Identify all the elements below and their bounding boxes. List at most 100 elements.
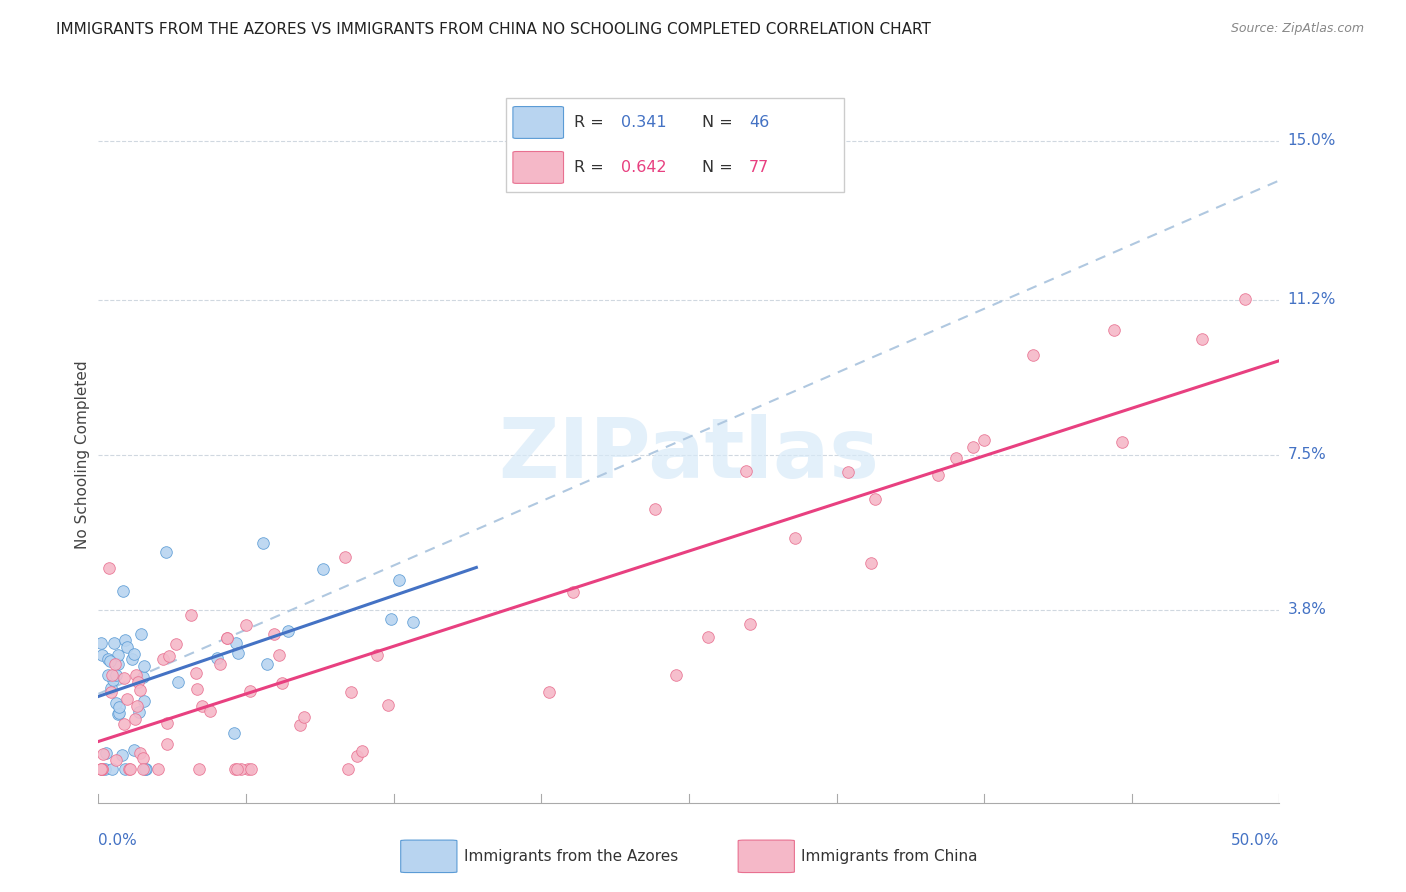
Point [256, 657, 278, 672]
Point [121, 652, 143, 666]
Point [252, 536, 274, 550]
Point [217, 631, 239, 645]
Text: R =: R = [574, 160, 609, 175]
Point [132, 670, 155, 684]
Point [152, 652, 174, 666]
Point [156, 715, 179, 730]
Point [288, 717, 311, 731]
Point [132, 762, 155, 776]
Point [238, 762, 260, 776]
Point [235, 618, 257, 632]
Point [111, 583, 134, 598]
Text: Source: ZipAtlas.com: Source: ZipAtlas.com [1230, 22, 1364, 36]
Point [125, 668, 148, 682]
Point [90, 636, 112, 650]
Point [333, 549, 356, 564]
Point [224, 725, 246, 739]
Point [205, 651, 228, 665]
Point [228, 646, 250, 660]
Text: 46: 46 [749, 115, 769, 130]
Point [146, 762, 169, 776]
Point [103, 636, 125, 650]
Point [157, 648, 180, 663]
Point [124, 712, 146, 726]
Point [186, 681, 208, 696]
Point [187, 762, 209, 776]
Point [105, 696, 128, 710]
Text: Immigrants from the Azores: Immigrants from the Azores [464, 849, 678, 863]
Point [292, 710, 315, 724]
Text: N =: N = [702, 115, 738, 130]
Point [377, 698, 399, 713]
Point [90, 648, 112, 662]
Text: 50.0%: 50.0% [1232, 833, 1279, 848]
Point [180, 608, 202, 623]
Point [945, 451, 967, 466]
Point [101, 762, 124, 776]
Point [973, 434, 995, 448]
Point [740, 617, 762, 632]
Point [190, 698, 212, 713]
Point [209, 657, 232, 671]
Point [128, 682, 150, 697]
Text: 11.2%: 11.2% [1288, 293, 1336, 308]
Point [100, 681, 122, 696]
Point [366, 648, 388, 662]
Point [100, 684, 122, 698]
Point [104, 752, 127, 766]
Point [225, 762, 247, 776]
Point [1111, 435, 1133, 450]
Point [91, 747, 114, 761]
Point [105, 668, 128, 682]
Text: 15.0%: 15.0% [1288, 133, 1336, 148]
Point [225, 635, 247, 649]
Point [336, 762, 359, 776]
Point [112, 671, 135, 685]
Point [90, 762, 112, 776]
FancyBboxPatch shape [506, 98, 844, 192]
Point [859, 556, 882, 570]
Point [697, 630, 720, 644]
Point [380, 612, 402, 626]
Point [224, 762, 246, 776]
Point [346, 749, 368, 764]
Point [104, 657, 127, 671]
Text: Immigrants from China: Immigrants from China [801, 849, 979, 863]
Point [155, 737, 177, 751]
Text: N =: N = [702, 160, 738, 175]
Point [118, 762, 141, 776]
Point [388, 573, 411, 587]
Point [184, 665, 207, 680]
Text: 0.0%: 0.0% [98, 833, 138, 848]
Point [107, 648, 129, 663]
Text: IMMIGRANTS FROM THE AZORES VS IMMIGRANTS FROM CHINA NO SCHOOLING COMPLETED CORRE: IMMIGRANTS FROM THE AZORES VS IMMIGRANTS… [56, 22, 931, 37]
Point [1102, 323, 1125, 337]
Point [165, 637, 187, 651]
Point [269, 648, 291, 662]
Point [129, 627, 152, 641]
Point [962, 440, 984, 454]
Point [107, 706, 129, 721]
Point [239, 684, 262, 698]
Point [122, 743, 145, 757]
Point [127, 674, 149, 689]
Point [98, 560, 121, 574]
Point [129, 746, 152, 760]
Point [135, 762, 157, 776]
FancyBboxPatch shape [513, 106, 564, 138]
FancyBboxPatch shape [513, 152, 564, 184]
Point [132, 694, 155, 708]
Point [927, 467, 949, 482]
Point [115, 691, 138, 706]
Point [97, 652, 120, 666]
Text: 0.642: 0.642 [621, 160, 666, 175]
Point [134, 762, 156, 776]
Point [103, 673, 125, 688]
Point [112, 717, 135, 731]
Point [115, 640, 138, 654]
Point [155, 545, 177, 559]
Point [239, 762, 262, 776]
Point [1191, 332, 1213, 346]
Point [837, 465, 859, 479]
Point [783, 531, 806, 545]
